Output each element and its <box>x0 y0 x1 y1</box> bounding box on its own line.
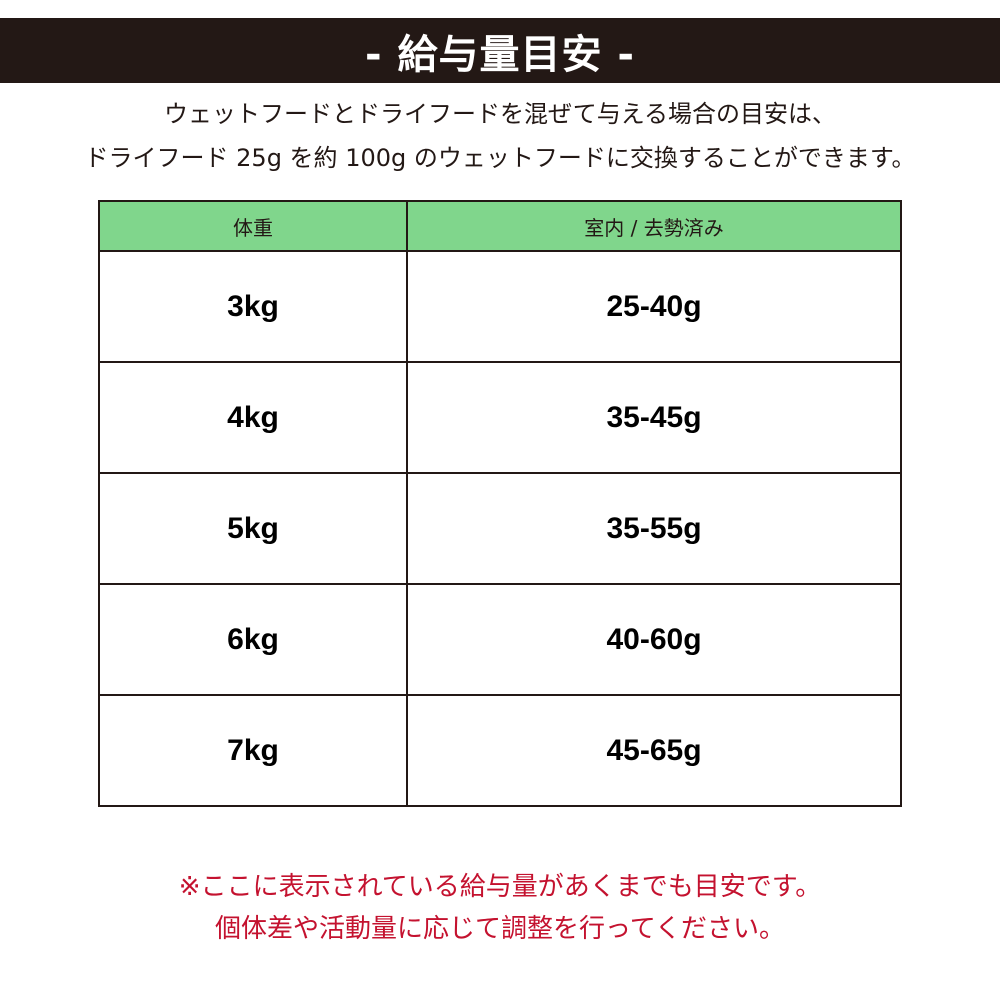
header-amount: 室内 / 去勢済み <box>406 200 902 252</box>
amount-cell: 35-45g <box>406 361 902 474</box>
table-row: 5kg 35-55g <box>98 472 902 585</box>
intro-text: ウェットフードとドライフードを混ぜて与える場合の目安は、 ドライフード 25g … <box>0 92 1000 180</box>
page-title: - 給与量目安 - <box>0 18 1000 83</box>
intro-line: ドライフード 25g を約 100g のウェットフードに交換することができます。 <box>84 144 916 172</box>
intro-line: ウェットフードとドライフードを混ぜて与える場合の目安は、 <box>164 100 836 128</box>
weight-cell: 5kg <box>98 472 408 585</box>
amount-cell: 25-40g <box>406 250 902 363</box>
disclaimer-note: ※ここに表示されている給与量があくまでも目安です。 個体差や活動量に応じて調整を… <box>0 866 1000 950</box>
table-row: 4kg 35-45g <box>98 361 902 474</box>
table-header-row: 体重 室内 / 去勢済み <box>98 200 902 252</box>
feeding-table: 体重 室内 / 去勢済み 3kg 25-40g 4kg 35-45g 5kg 35-5… <box>98 200 902 807</box>
note-line: ※ここに表示されている給与量があくまでも目安です。 <box>178 872 822 902</box>
weight-cell: 7kg <box>98 694 408 807</box>
amount-cell: 40-60g <box>406 583 902 696</box>
table-row: 6kg 40-60g <box>98 583 902 696</box>
weight-cell: 4kg <box>98 361 408 474</box>
weight-cell: 3kg <box>98 250 408 363</box>
table-row: 7kg 45-65g <box>98 694 902 807</box>
table-row: 3kg 25-40g <box>98 250 902 363</box>
note-line: 個体差や活動量に応じて調整を行ってください。 <box>215 914 785 944</box>
amount-cell: 35-55g <box>406 472 902 585</box>
amount-cell: 45-65g <box>406 694 902 807</box>
header-weight: 体重 <box>98 200 408 252</box>
weight-cell: 6kg <box>98 583 408 696</box>
